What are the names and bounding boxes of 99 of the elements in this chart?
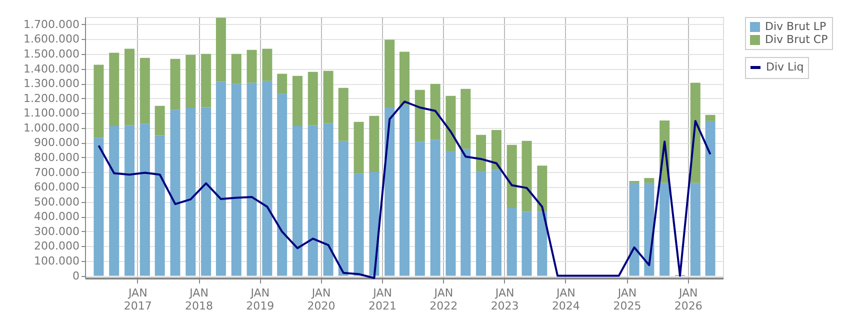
y-tick-label: 800.000 <box>34 150 80 164</box>
x-tick-label: JAN 2021 <box>368 286 397 312</box>
x-tick-label: JAN 2019 <box>246 286 274 312</box>
bar <box>323 70 334 124</box>
bar <box>338 88 348 141</box>
bar <box>384 108 395 276</box>
y-tick-label: 1.000.000 <box>24 121 80 134</box>
bar <box>522 212 532 276</box>
y-tick-label: 1.100.000 <box>24 106 80 120</box>
bar <box>384 40 395 108</box>
bar <box>369 172 380 276</box>
bar <box>522 140 532 212</box>
bar <box>446 96 456 151</box>
bar <box>246 50 257 83</box>
x-tick-label: JAN 2026 <box>674 286 702 312</box>
bar <box>446 150 456 276</box>
bar <box>231 54 242 84</box>
bar <box>201 107 212 276</box>
bar <box>186 54 196 108</box>
bar <box>400 104 410 276</box>
bar <box>262 80 272 276</box>
bar <box>369 116 380 172</box>
bar <box>354 174 364 276</box>
bar <box>124 125 135 276</box>
bar <box>705 114 716 121</box>
bar <box>338 140 348 276</box>
bar <box>400 52 410 105</box>
bar <box>231 84 242 276</box>
y-tick-label: 1.600.000 <box>24 32 80 46</box>
bar <box>109 52 120 126</box>
bar <box>216 18 226 82</box>
bar <box>277 94 288 276</box>
bar <box>506 208 517 276</box>
bar <box>277 74 288 94</box>
y-tick-label: 900.000 <box>34 136 80 150</box>
x-tick-label: JAN 2020 <box>307 286 336 312</box>
bar <box>690 182 700 276</box>
bar <box>170 58 180 110</box>
bar <box>292 126 302 276</box>
bar <box>354 122 364 174</box>
y-tick-label: 100.000 <box>34 254 80 268</box>
line-series <box>98 100 712 279</box>
bar <box>170 110 180 276</box>
bar <box>660 182 670 276</box>
bar <box>216 82 226 276</box>
y-tick-label: 700.000 <box>34 166 80 179</box>
x-tick-label: JAN 2018 <box>185 286 214 312</box>
bar <box>154 135 165 276</box>
bar <box>705 120 716 276</box>
legend-label: Div Liq <box>766 60 804 74</box>
bar <box>308 125 318 276</box>
x-tick-label: JAN 2017 <box>124 286 152 312</box>
bar <box>140 58 150 124</box>
y-tick-label: 300.000 <box>34 224 80 238</box>
bar <box>414 90 425 142</box>
bar <box>154 106 165 136</box>
y-tick-label: 0 <box>72 269 80 282</box>
y-tick-label: 1.400.000 <box>24 62 80 76</box>
bar <box>644 182 654 276</box>
bar <box>476 134 486 171</box>
y-tick-label: 1.700.000 <box>24 18 80 31</box>
y-tick-label: 400.000 <box>34 210 80 224</box>
bar <box>476 170 486 276</box>
bar <box>460 88 471 149</box>
bar <box>201 54 212 108</box>
bar <box>292 76 302 126</box>
y-tick-label: 1.300.000 <box>24 77 80 90</box>
y-tick-label: 600.000 <box>34 180 80 194</box>
x-tick-label: JAN 2023 <box>490 286 519 312</box>
legend-label: Div Brut LP <box>765 20 827 33</box>
bar <box>109 126 120 276</box>
y-tick-label: 1.200.000 <box>24 92 80 105</box>
bar <box>414 142 425 276</box>
x-tick-label: JAN 2024 <box>552 286 580 312</box>
bar <box>323 123 334 276</box>
bar <box>94 138 104 276</box>
x-tick-label: JAN 2025 <box>613 286 642 312</box>
bar <box>262 48 272 81</box>
y-tick-label: 500.000 <box>34 195 80 208</box>
bar <box>629 182 640 276</box>
bar <box>644 178 654 183</box>
bar <box>537 212 548 276</box>
bar <box>186 108 196 276</box>
bar <box>506 144 517 208</box>
x-tick-label: JAN 2022 <box>430 286 458 312</box>
bar <box>308 72 318 126</box>
bar <box>460 148 471 276</box>
bar <box>246 82 257 276</box>
bar <box>430 84 440 140</box>
bar <box>537 166 548 212</box>
bar <box>140 124 150 276</box>
legend-label: Div Brut CP <box>765 33 828 46</box>
bar <box>491 170 502 276</box>
bar <box>124 48 135 126</box>
bar <box>491 130 502 170</box>
y-tick-label: 200.000 <box>34 240 80 253</box>
y-tick-label: 1.500.000 <box>24 47 80 60</box>
bar <box>430 140 440 276</box>
bar <box>94 64 104 138</box>
